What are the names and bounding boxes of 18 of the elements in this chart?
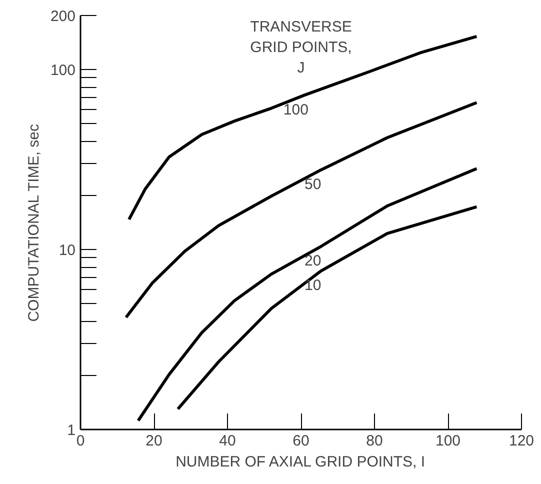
x-tick-label: 100 xyxy=(435,432,461,450)
series-label: 20 xyxy=(304,252,322,270)
x-axis-title: NUMBER OF AXIAL GRID POINTS, I xyxy=(176,454,426,470)
y-tick-label: 200 xyxy=(50,8,76,25)
y-axis-title: COMPUTATIONAL TIME, sec xyxy=(25,124,42,322)
series-label: 10 xyxy=(304,277,322,294)
x-tick-label: 80 xyxy=(366,432,383,450)
x-tick-label: 60 xyxy=(292,432,310,450)
y-tick-label: 1 xyxy=(67,422,76,439)
x-tick-label: 20 xyxy=(146,432,162,450)
y-tick-label: 10 xyxy=(58,242,76,260)
series-label: 100 xyxy=(283,101,308,118)
x-tick-label: 0 xyxy=(76,432,85,450)
annotation: TRANSVERSE GRID POINTS, J xyxy=(250,18,352,76)
y-tick-label: 100 xyxy=(50,62,76,80)
x-tick-label: 120 xyxy=(508,432,534,450)
x-tick-label: 40 xyxy=(219,432,236,450)
series-label: 50 xyxy=(304,176,322,193)
